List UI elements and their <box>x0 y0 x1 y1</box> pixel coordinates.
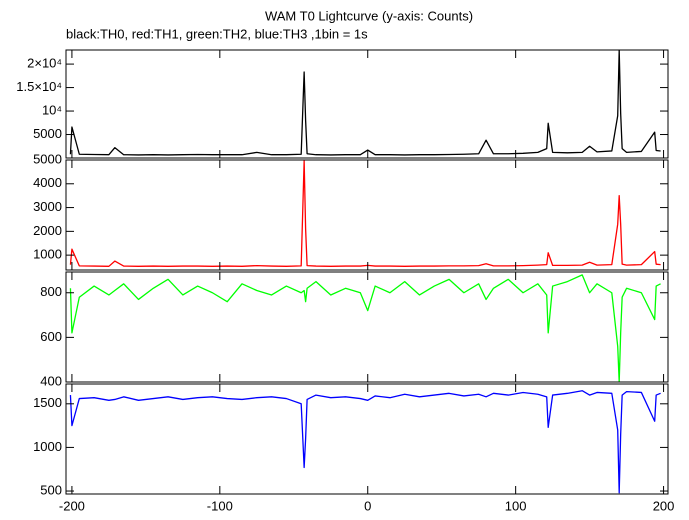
chart-title: WAM T0 Lightcurve (y-axis: Counts) <box>265 8 473 23</box>
y-tick-label: 1000 <box>33 247 62 262</box>
panel-frame <box>65 271 669 383</box>
panel-frame <box>65 49 669 159</box>
series-line <box>69 50 661 156</box>
x-tick-label: 200 <box>653 498 675 513</box>
y-tick-label: 10⁴ <box>42 102 62 117</box>
chart-subtitle: black:TH0, red:TH1, green:TH2, blue:TH3 … <box>66 26 368 41</box>
x-tick-label: 100 <box>505 498 527 513</box>
y-tick-label: 3000 <box>33 199 62 214</box>
y-tick-label: 800 <box>40 284 62 299</box>
y-tick-label: 2000 <box>33 223 62 238</box>
y-tick-label: 5000 <box>33 126 62 141</box>
y-tick-label: 400 <box>40 373 62 388</box>
y-tick-label: 1500 <box>33 395 62 410</box>
panel-frame <box>65 159 669 271</box>
x-tick-label: 0 <box>364 498 371 513</box>
panel-frame <box>65 383 669 495</box>
y-tick-label: 5000 <box>33 151 62 166</box>
y-tick-label: 1000 <box>33 439 62 454</box>
y-tick-label: 1.5×10⁴ <box>16 79 62 94</box>
series-line <box>69 160 661 267</box>
y-tick-label: 4000 <box>33 175 62 190</box>
x-tick-label: -200 <box>59 498 85 513</box>
y-tick-label: 500 <box>40 482 62 497</box>
y-tick-label: 600 <box>40 329 62 344</box>
x-tick-label: -100 <box>207 498 233 513</box>
series-line <box>69 274 661 382</box>
y-tick-label: 2×10⁴ <box>27 56 62 71</box>
series-line <box>69 390 661 494</box>
